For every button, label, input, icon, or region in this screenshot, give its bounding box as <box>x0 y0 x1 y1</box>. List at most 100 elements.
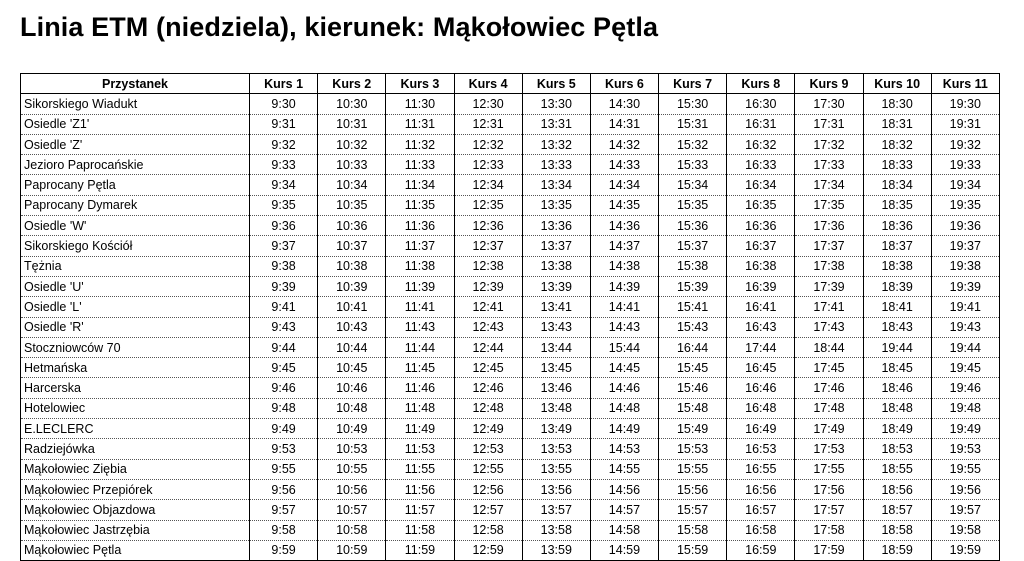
table-row: Osiedle 'Z' 9:32 10:32 11:32 12:32 13:32 14:32… <box>20 134 1000 156</box>
departure-time-cell: 10:57 <box>317 499 387 521</box>
departure-time-cell: 16:56 <box>726 479 796 501</box>
departure-time-cell: 18:41 <box>862 296 932 318</box>
departure-time-cell: 14:46 <box>589 377 660 399</box>
departure-time-cell: 19:48 <box>930 398 1000 420</box>
departure-time-cell: 16:55 <box>726 459 796 480</box>
table-row: Mąkołowiec Ziębia 9:55 10:55 11:55 12:55 13:5… <box>20 459 1000 480</box>
stop-name-cell: Osiedle 'Z1' <box>20 114 250 135</box>
table-row: Paprocany Dymarek 9:35 10:35 11:35 12:35 13:3… <box>20 195 1000 217</box>
departure-time-cell: 17:39 <box>794 276 864 298</box>
departure-time-cell: 16:36 <box>726 215 796 237</box>
departure-time-cell: 18:58 <box>862 520 932 541</box>
departure-time-cell: 10:59 <box>317 540 387 561</box>
departure-time-cell: 12:53 <box>453 438 523 460</box>
departure-time-cell: 10:46 <box>317 377 387 399</box>
departure-time-cell: 14:49 <box>589 418 660 440</box>
stop-name-cell: Radziejówka <box>20 438 250 460</box>
departure-time-cell: 17:35 <box>794 195 864 217</box>
departure-time-cell: 17:43 <box>794 317 864 338</box>
departure-time-cell: 11:41 <box>385 296 455 318</box>
table-row: Jezioro Paprocańskie 9:33 10:33 11:33 12:33 1… <box>20 154 1000 176</box>
departure-time-cell: 10:32 <box>317 134 387 156</box>
departure-time-cell: 14:53 <box>589 438 660 460</box>
departure-time-cell: 9:31 <box>248 114 319 135</box>
departure-time-cell: 17:36 <box>794 215 864 237</box>
departure-time-cell: 9:59 <box>248 540 319 561</box>
departure-time-cell: 16:31 <box>726 114 796 135</box>
stop-name-cell: E.LECLERC <box>20 418 250 440</box>
departure-time-cell: 16:38 <box>726 256 796 277</box>
departure-time-cell: 10:35 <box>317 195 387 217</box>
departure-time-cell: 12:48 <box>453 398 523 420</box>
departure-time-cell: 10:30 <box>317 93 387 115</box>
departure-time-cell: 10:37 <box>317 235 387 257</box>
departure-time-cell: 18:32 <box>862 134 932 156</box>
departure-time-cell: 16:46 <box>726 377 796 399</box>
page-title: Linia ETM (niedziela), kierunek: Mąkołow… <box>20 12 659 42</box>
departure-time-cell: 19:43 <box>930 317 1000 338</box>
departure-time-cell: 18:43 <box>862 317 932 338</box>
departure-time-cell: 17:37 <box>794 235 864 257</box>
departure-time-cell: 13:33 <box>521 154 591 176</box>
stop-name-cell: Tężnia <box>20 256 250 277</box>
column-header-run: Kurs 10 <box>862 73 932 95</box>
departure-time-cell: 11:37 <box>385 235 455 257</box>
departure-time-cell: 9:35 <box>248 195 319 217</box>
departure-time-cell: 19:36 <box>930 215 1000 237</box>
departure-time-cell: 9:45 <box>248 357 319 379</box>
departure-time-cell: 11:35 <box>385 195 455 217</box>
stop-name-cell: Hetmańska <box>20 357 250 379</box>
departure-time-cell: 15:35 <box>658 195 728 217</box>
departure-time-cell: 13:56 <box>521 479 591 501</box>
column-header-run: Kurs 8 <box>726 73 796 95</box>
column-header-run: Kurs 5 <box>521 73 591 95</box>
departure-time-cell: 16:57 <box>726 499 796 521</box>
departure-time-cell: 12:59 <box>453 540 523 561</box>
departure-time-cell: 12:56 <box>453 479 523 501</box>
departure-time-cell: 18:35 <box>862 195 932 217</box>
departure-time-cell: 16:41 <box>726 296 796 318</box>
departure-time-cell: 12:31 <box>453 114 523 135</box>
table-body: Sikorskiego Wiadukt 9:30 10:30 11:30 12:30 13… <box>20 93 1000 561</box>
column-header-run: Kurs 3 <box>385 73 455 95</box>
departure-time-cell: 17:38 <box>794 256 864 277</box>
departure-time-cell: 12:34 <box>453 174 523 196</box>
departure-time-cell: 15:43 <box>658 317 728 338</box>
departure-time-cell: 9:48 <box>248 398 319 420</box>
departure-time-cell: 12:38 <box>453 256 523 277</box>
departure-time-cell: 11:36 <box>385 215 455 237</box>
departure-time-cell: 11:59 <box>385 540 455 561</box>
departure-time-cell: 17:49 <box>794 418 864 440</box>
departure-time-cell: 15:59 <box>658 540 728 561</box>
departure-time-cell: 11:39 <box>385 276 455 298</box>
departure-time-cell: 10:49 <box>317 418 387 440</box>
departure-time-cell: 15:46 <box>658 377 728 399</box>
departure-time-cell: 18:48 <box>862 398 932 420</box>
departure-time-cell: 14:58 <box>589 520 660 541</box>
departure-time-cell: 9:43 <box>248 317 319 338</box>
departure-time-cell: 17:55 <box>794 459 864 480</box>
departure-time-cell: 14:45 <box>589 357 660 379</box>
departure-time-cell: 14:32 <box>589 134 660 156</box>
departure-time-cell: 18:33 <box>862 154 932 176</box>
departure-time-cell: 15:34 <box>658 174 728 196</box>
departure-time-cell: 19:59 <box>930 540 1000 561</box>
departure-time-cell: 14:55 <box>589 459 660 480</box>
departure-time-cell: 17:53 <box>794 438 864 460</box>
departure-time-cell: 16:59 <box>726 540 796 561</box>
departure-time-cell: 9:32 <box>248 134 319 156</box>
departure-time-cell: 13:39 <box>521 276 591 298</box>
departure-time-cell: 13:37 <box>521 235 591 257</box>
departure-time-cell: 14:39 <box>589 276 660 298</box>
departure-time-cell: 11:30 <box>385 93 455 115</box>
departure-time-cell: 17:57 <box>794 499 864 521</box>
stop-name-cell: Osiedle 'U' <box>20 276 250 298</box>
departure-time-cell: 10:44 <box>317 337 387 359</box>
table-row: Sikorskiego Kościół 9:37 10:37 11:37 12:37 13… <box>20 235 1000 257</box>
departure-time-cell: 12:55 <box>453 459 523 480</box>
departure-time-cell: 18:46 <box>862 377 932 399</box>
departure-time-cell: 18:59 <box>862 540 932 561</box>
departure-time-cell: 9:36 <box>248 215 319 237</box>
departure-time-cell: 19:56 <box>930 479 1000 501</box>
column-header-run: Kurs 2 <box>317 73 387 95</box>
